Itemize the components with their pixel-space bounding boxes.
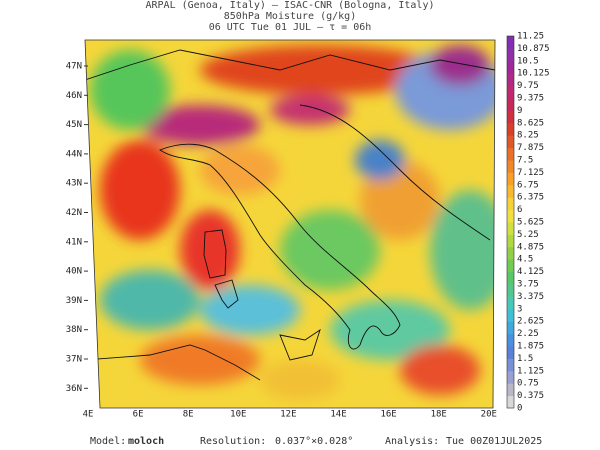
header-line: 06 UTC Tue 01 JUL – τ = 06h	[209, 22, 372, 33]
lon-label: 20E	[481, 410, 497, 420]
colorbar-cell	[507, 234, 514, 248]
colorbar-label: 10.875	[517, 44, 550, 54]
lon-label: 18E	[431, 410, 447, 420]
footer-label: Analysis:	[385, 436, 439, 447]
colorbar-cell	[507, 209, 514, 223]
lon-label: 8E	[183, 410, 194, 420]
colorbar-cell	[507, 284, 514, 297]
colorbar-frame	[506, 35, 515, 409]
colorbar-cell	[507, 296, 514, 310]
colorbar-cell	[507, 346, 514, 359]
colorbar-label: 9	[517, 106, 522, 116]
colorbar: 0 0.375 0.75 1.125 1.5 1.875 2.25 2.625 3 3.375 3.…	[506, 32, 550, 414]
header-line: 850hPa Moisture (g/kg)	[224, 11, 356, 22]
footer-value: 0.037°×0.028°	[275, 436, 353, 447]
colorbar-label: 9.375	[517, 94, 544, 104]
colorbar-label: 1.875	[517, 342, 544, 352]
footer-label: Model:	[90, 436, 126, 447]
colorbar-cell	[507, 36, 514, 49]
colorbar-cell	[507, 122, 514, 136]
colorbar-cell	[507, 197, 514, 211]
colorbar-label: 10.125	[517, 69, 550, 79]
colorbar-label: 0	[517, 404, 522, 414]
colorbar-label: 10.5	[517, 56, 539, 66]
footer-value: Tue 00Z01JUL2025	[446, 436, 542, 447]
colorbar-cell	[507, 246, 514, 260]
colorbar-label: 9.75	[517, 81, 539, 91]
colorbar-label: 11.25	[517, 32, 544, 42]
colorbar-cell	[507, 370, 514, 384]
lat-label: 40N	[66, 267, 82, 277]
colorbar-label: 3.75	[517, 280, 539, 290]
colorbar-cell	[507, 321, 514, 335]
colorbar-cell	[507, 60, 514, 74]
colorbar-cell	[507, 358, 514, 372]
map-frame	[84, 39, 496, 409]
lat-label: 37N	[66, 355, 82, 365]
colorbar-label: 3.375	[517, 292, 544, 302]
lon-label: 10E	[230, 410, 246, 420]
colorbar-label: 6.375	[517, 193, 544, 203]
colorbar-cell	[507, 110, 514, 124]
colorbar-cell	[507, 333, 514, 347]
longitude-labels: 4E 6E 8E 10E 12E 14E 16E 18E 20E	[83, 410, 497, 420]
colorbar-label: 0.375	[517, 391, 544, 401]
colorbar-label: 2.25	[517, 329, 539, 339]
colorbar-cell	[507, 308, 514, 322]
colorbar-label: 6	[517, 205, 522, 215]
colorbar-label: 4.5	[517, 255, 533, 265]
colorbar-cell	[507, 222, 514, 235]
colorbar-label: 1.125	[517, 366, 544, 376]
header-line: ARPAL (Genoa, Italy) – ISAC-CNR (Bologna…	[146, 0, 435, 11]
colorbar-label: 4.125	[517, 267, 544, 277]
colorbar-label: 3	[517, 304, 522, 314]
lat-label: 43N	[66, 179, 82, 189]
lon-label: 14E	[330, 410, 346, 420]
lon-label: 6E	[133, 410, 144, 420]
colorbar-label: 4.875	[517, 242, 544, 252]
lat-label: 46N	[66, 91, 82, 101]
colorbar-label: 2.625	[517, 317, 544, 327]
colorbar-label: 6.75	[517, 180, 539, 190]
colorbar-cell	[507, 98, 514, 111]
colorbar-label: 8.25	[517, 131, 539, 141]
coastlines	[85, 49, 495, 381]
colorbar-label: 5.25	[517, 230, 539, 240]
lon-label: 4E	[83, 410, 94, 420]
colorbar-cell	[507, 395, 514, 409]
colorbar-cell	[507, 135, 514, 149]
lat-label: 45N	[66, 120, 82, 130]
colorbar-label: 7.125	[517, 168, 544, 178]
moisture-field	[85, 40, 495, 408]
lat-label: 36N	[66, 384, 82, 394]
lat-label: 47N	[66, 62, 82, 72]
latitude-labels: 47N 46N 45N 44N 43N 42N 41N 40N 39N 38N 37N 36N	[66, 62, 88, 394]
footer-label: Resolution:	[200, 436, 266, 447]
footer-value: moloch	[128, 436, 164, 447]
colorbar-label: 7.875	[517, 143, 544, 153]
lat-label: 39N	[66, 296, 82, 306]
colorbar-label: 1.5	[517, 354, 533, 364]
colorbar-cell	[507, 184, 514, 198]
lon-label: 12E	[280, 410, 296, 420]
lat-label: 44N	[66, 149, 82, 159]
colorbar-cell	[507, 160, 514, 173]
colorbar-label: 7.5	[517, 156, 533, 166]
colorbar-label: 0.75	[517, 379, 539, 389]
colorbar-label: 8.625	[517, 118, 544, 128]
colorbar-cell	[507, 172, 514, 186]
colorbar-cell	[507, 383, 514, 397]
lat-label: 38N	[66, 325, 82, 335]
colorbar-label: 5.625	[517, 218, 544, 228]
lon-label: 16E	[380, 410, 396, 420]
colorbar-cell	[507, 73, 514, 87]
colorbar-cell	[507, 147, 514, 161]
lat-label: 42N	[66, 208, 82, 218]
colorbar-cell	[507, 271, 514, 285]
lat-label: 41N	[66, 237, 82, 247]
colorbar-cell	[507, 48, 514, 62]
colorbar-cell	[507, 259, 514, 273]
colorbar-cell	[507, 85, 514, 99]
